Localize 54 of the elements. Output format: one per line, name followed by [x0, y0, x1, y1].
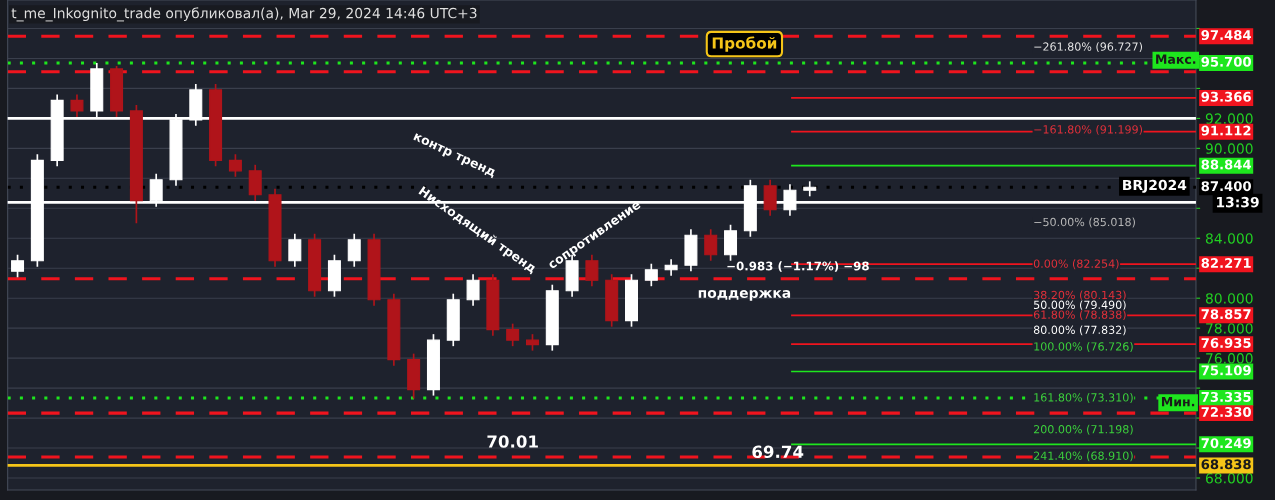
y-tick-label: 76.000: [1206, 353, 1253, 364]
candlestick: [704, 228, 718, 262]
annotation: 100.00% (76.726): [1034, 342, 1133, 352]
annotation: BRJ2024: [1123, 179, 1187, 193]
y-tick-label: 90.000: [1205, 143, 1253, 154]
annotation: 0.00% (82.254): [1033, 259, 1119, 270]
candlestick: [644, 262, 658, 288]
ref-line-label: 88.844: [1201, 159, 1252, 170]
annotation: 80.00% (77.832): [1033, 325, 1126, 336]
y-tick-label: 78.000: [1206, 323, 1253, 334]
ref-line-label: 95.700: [1201, 56, 1251, 67]
annotation: −261.80% (96.727): [1034, 42, 1143, 53]
ref-line-label: 87.400: [1201, 181, 1251, 192]
annotation: 161.80% (73.310): [1034, 393, 1133, 403]
annotation: поддержка: [698, 290, 791, 301]
y-tick-label: 84.000: [1205, 233, 1253, 244]
ref-line-label: 97.484: [1201, 30, 1252, 41]
candlestick: [11, 253, 25, 279]
text: t_me_Inkognito_trade опубликовал(а), Mar 29, 2024 14:46 UTC+3: [11, 7, 477, 22]
candlestick: [347, 232, 361, 268]
candlestick: [724, 223, 738, 262]
annotation: 38.20% (80.143): [1034, 290, 1126, 301]
candlestick: [763, 178, 777, 217]
ref-line-label: 75.109: [1201, 365, 1251, 376]
annotation: 241.40% (68.910): [1033, 451, 1133, 462]
annotation: Макс.: [1156, 54, 1196, 64]
candlestick: [506, 322, 520, 347]
annotation: Мин.: [1161, 397, 1195, 407]
candlestick: [466, 273, 480, 307]
candlestick: [248, 163, 262, 202]
ref-line-label: 82.271: [1201, 258, 1251, 268]
annotation: −161.80% (91.199): [1034, 124, 1143, 135]
ref-line-label: 73.335: [1201, 391, 1251, 402]
ref-line-label: 76.935: [1201, 337, 1251, 348]
annotation: Пробой: [712, 36, 777, 52]
candlestick: [288, 232, 302, 268]
y-tick-label: 92.000: [1205, 113, 1253, 124]
annotation: 200.00% (71.198): [1033, 424, 1133, 435]
candlestick: [70, 93, 84, 118]
annotation: 61.80% (78.838): [1033, 310, 1126, 321]
ref-line-label: 72.330: [1201, 406, 1251, 417]
ref-line-label: 78.857: [1201, 309, 1251, 320]
annotation: −50.00% (85.018): [1034, 217, 1135, 228]
annotation: 50.00% (79.490): [1034, 300, 1126, 311]
ref-line-label: 70.249: [1201, 438, 1251, 449]
annotation: 70.01: [487, 435, 538, 448]
y-tick-label: 80.000: [1205, 293, 1253, 304]
candlestick: [228, 153, 242, 178]
ref-line-label: 68.838: [1201, 459, 1251, 470]
annotation: 69.74: [752, 445, 804, 459]
ref-line-label: 93.366: [1201, 91, 1251, 102]
ref-line-label: 91.112: [1201, 125, 1251, 136]
text: 13:39: [1217, 196, 1259, 208]
y-tick-label: 68.000: [1205, 472, 1253, 484]
